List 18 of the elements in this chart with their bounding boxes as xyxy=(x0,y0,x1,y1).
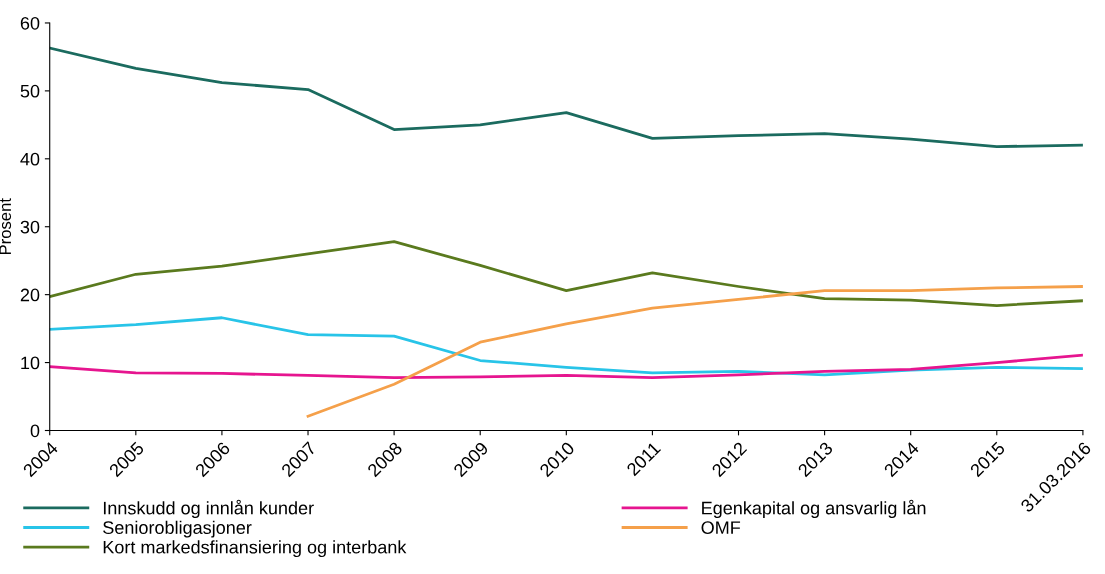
y-tick-label: 40 xyxy=(20,152,40,166)
legend-label: Seniorobligasjoner xyxy=(103,520,252,538)
line-series xyxy=(306,285,1083,418)
line-series xyxy=(49,46,1083,148)
line-series xyxy=(49,240,1083,307)
legend-label: Egenkapital og ansvarlig lån xyxy=(702,499,926,519)
y-tick-label: 0 xyxy=(30,424,40,438)
legend-label: Kort markedsfinansiering og interbank xyxy=(103,540,407,558)
y-tick-label: 50 xyxy=(20,84,40,98)
y-tick-label: 60 xyxy=(20,16,40,30)
legend-label: Innskudd og innlån kunder xyxy=(103,499,314,519)
line-series xyxy=(49,353,1083,379)
y-tick-label: 30 xyxy=(20,220,40,234)
line-series xyxy=(49,316,1083,377)
legend-label: OMF xyxy=(701,521,741,534)
y-tick-label: 10 xyxy=(21,356,40,370)
y-tick-label: 20 xyxy=(20,288,40,302)
y-axis-title: Prosent xyxy=(0,198,12,255)
